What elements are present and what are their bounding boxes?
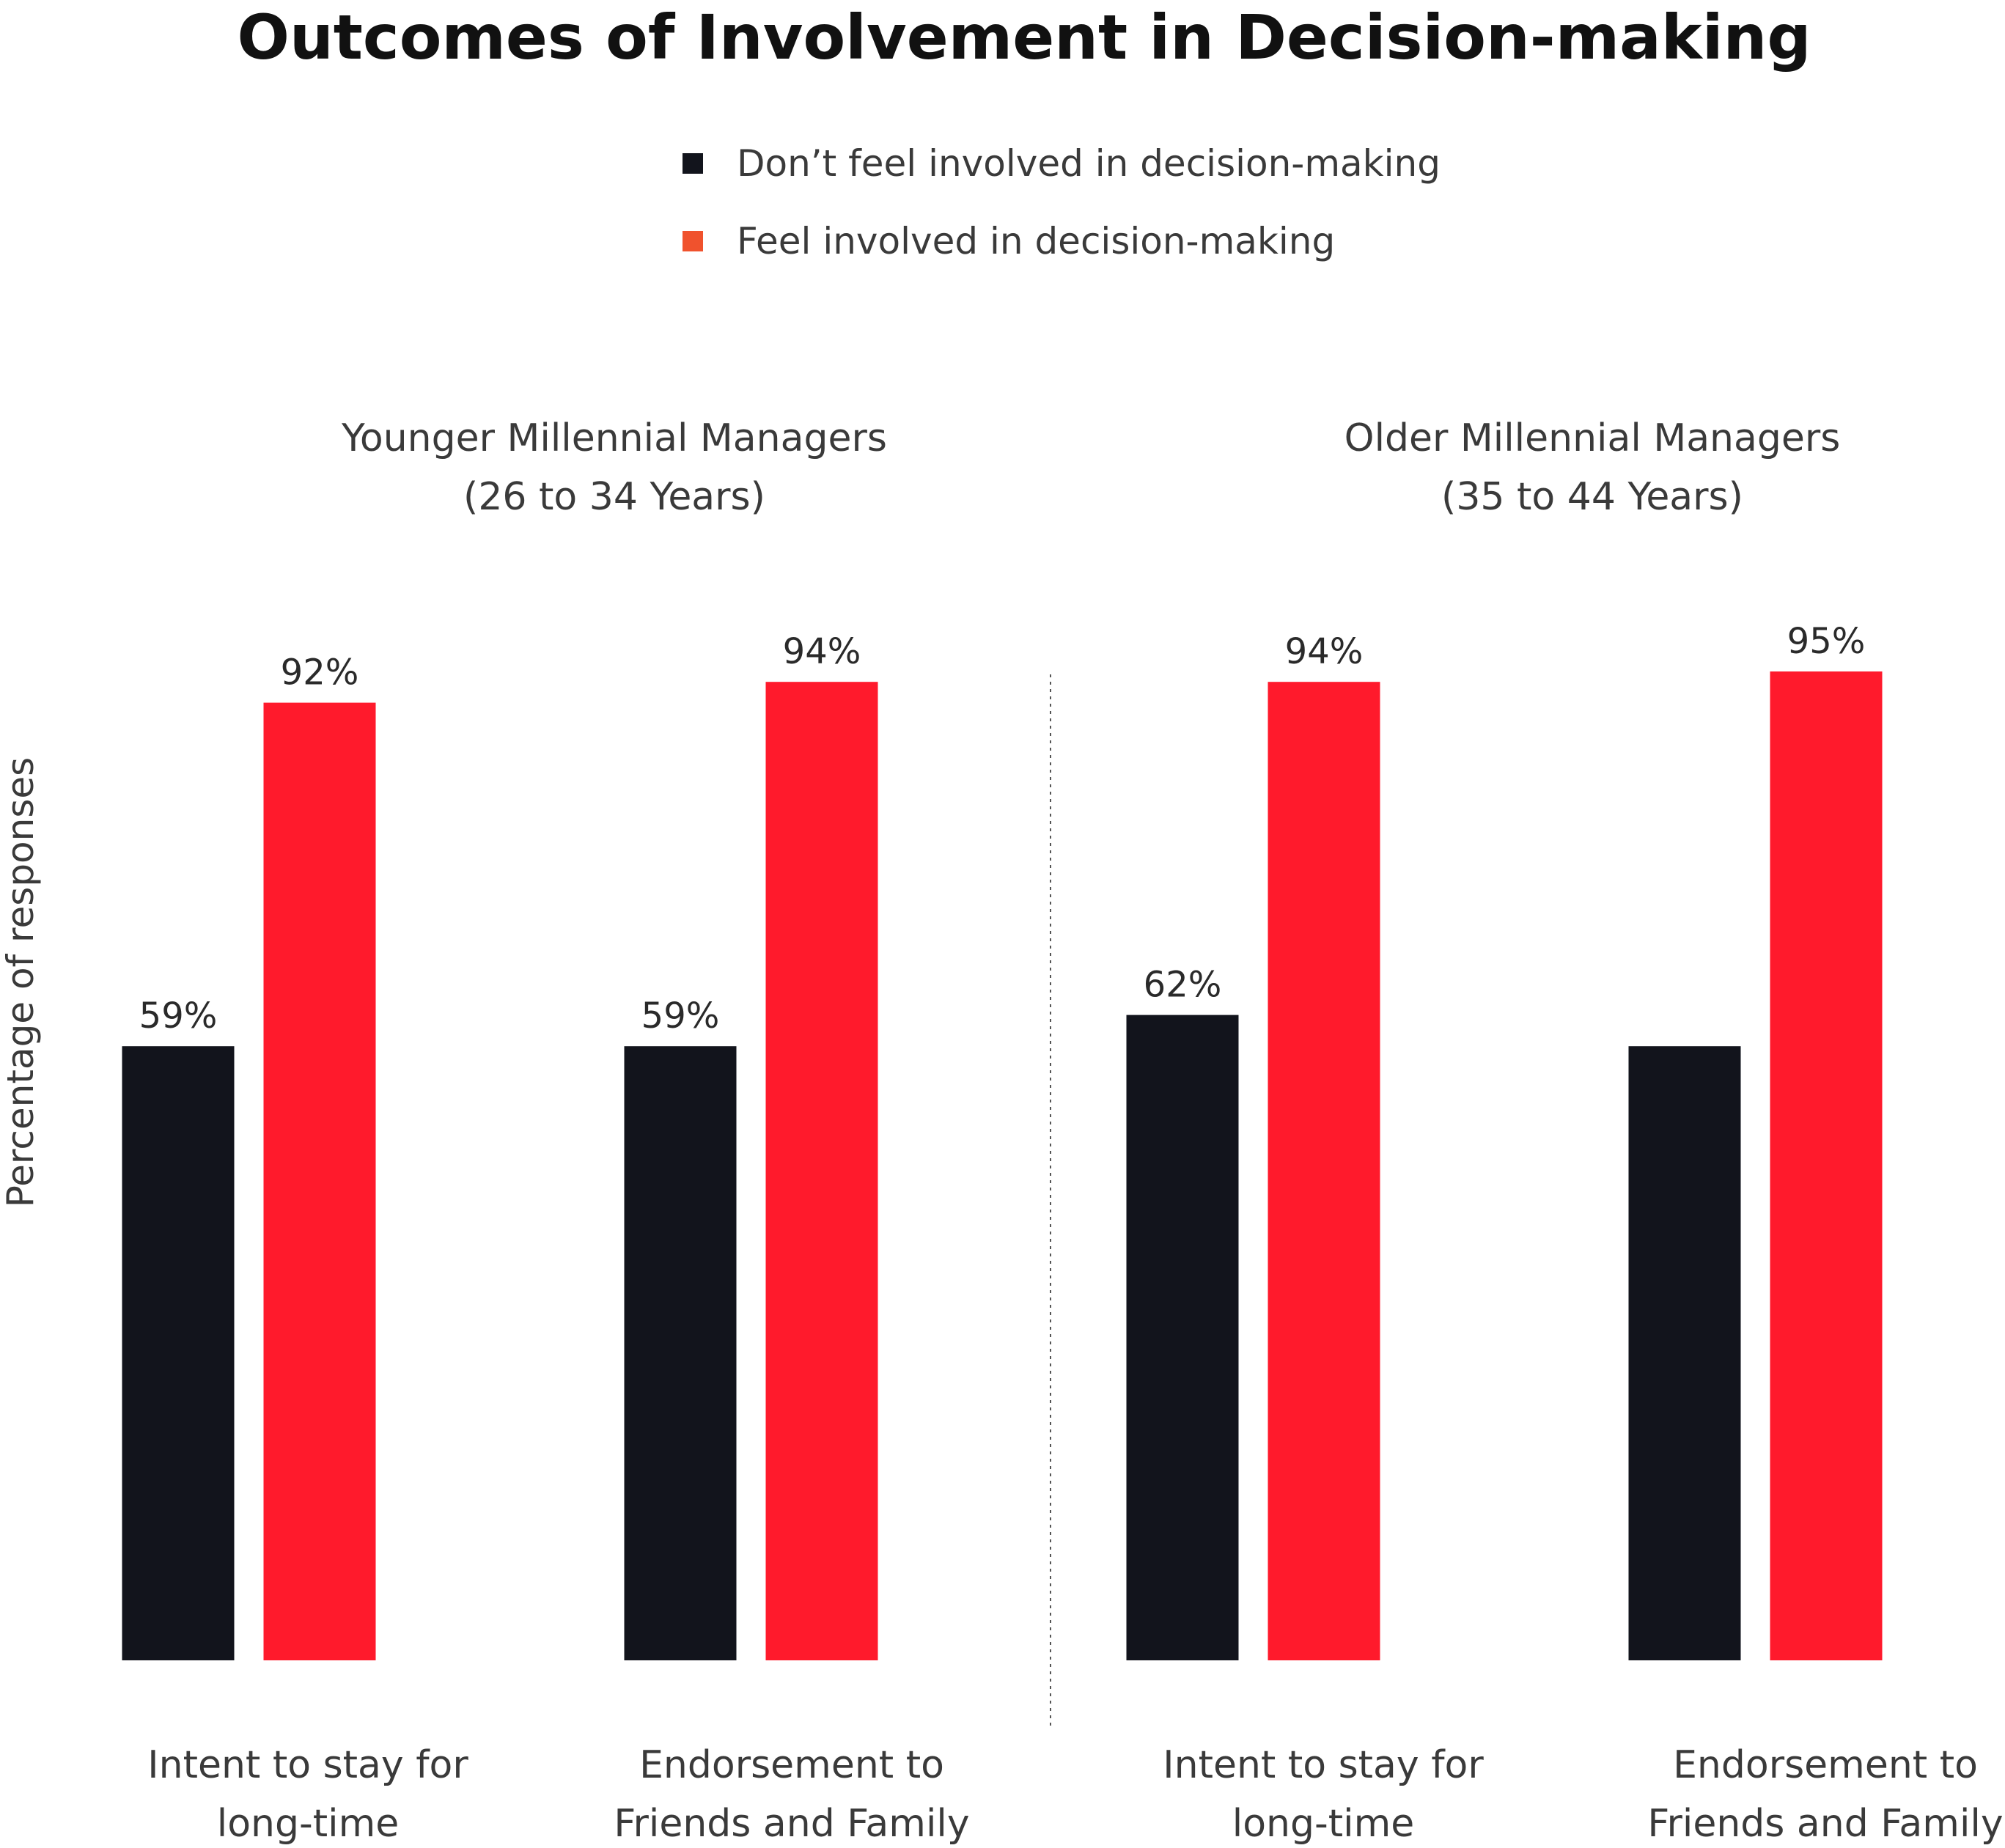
bar-g0-c1-involved — [765, 682, 878, 1661]
bar-g1-c1-not-involved — [1628, 1046, 1741, 1660]
category-label-g0-c1-line2: Friends and Family — [614, 1802, 969, 1846]
bar-g0-c0-involved — [263, 702, 376, 1660]
bar-g0-c0-not-involved — [122, 1046, 235, 1660]
category-label-g0-c0-line1: Intent to stay for — [147, 1743, 468, 1787]
value-label-g1-c1-involved: 95% — [1787, 621, 1866, 662]
value-label-g1-c0-involved: 94% — [1285, 631, 1364, 672]
value-label-g0-c1-involved: 94% — [783, 631, 861, 672]
chart-title: Outcomes of Involvement in Decision-maki… — [238, 1, 1811, 73]
bar-g1-c1-involved — [1770, 671, 1883, 1660]
group-title-older-line1: Older Millennial Managers — [1344, 416, 1841, 460]
legend-label-not-involved: Don’t feel involved in decision-making — [737, 142, 1441, 185]
bar-g1-c0-involved — [1268, 682, 1380, 1661]
category-label-g0-c0-line2: long-time — [217, 1802, 399, 1846]
category-label-g0-c1-line1: Endorsement to — [639, 1743, 944, 1787]
legend-label-involved: Feel involved in decision-making — [737, 220, 1335, 262]
bars-layer — [122, 671, 1883, 1661]
bar-g0-c1-not-involved — [624, 1046, 737, 1660]
value-labels-layer: 59% 92% 59% 94% 62% 94% 95% — [139, 621, 1866, 1037]
category-labels-layer: Intent to stay for long-time Endorsement t… — [147, 1743, 2003, 1846]
legend-swatch-involved — [683, 231, 703, 251]
category-label-g1-c1-line1: Endorsement to — [1673, 1743, 1978, 1787]
legend-swatch-not-involved — [683, 153, 703, 174]
value-label-g1-c0-not-involved: 62% — [1144, 965, 1222, 1006]
group-headers: Younger Millennial Managers (26 to 34 Ye… — [341, 416, 1840, 519]
category-label-g1-c0-line2: long-time — [1232, 1802, 1414, 1846]
bar-g1-c0-not-involved — [1126, 1015, 1239, 1660]
value-label-g0-c0-not-involved: 59% — [139, 995, 218, 1037]
value-label-g0-c1-not-involved: 59% — [641, 995, 720, 1037]
legend: Don’t feel involved in decision-making F… — [683, 142, 1441, 262]
category-label-g1-c0-line1: Intent to stay for — [1163, 1743, 1484, 1787]
group-title-younger-line2: (26 to 34 Years) — [463, 475, 765, 519]
group-title-older-line2: (35 to 44 Years) — [1441, 475, 1743, 519]
group-title-younger-line1: Younger Millennial Managers — [341, 416, 887, 460]
y-axis-label: Percentage of responses — [0, 757, 42, 1207]
value-label-g0-c0-involved: 92% — [281, 652, 359, 693]
category-label-g1-c1-line2: Friends and Family — [1647, 1802, 2003, 1846]
